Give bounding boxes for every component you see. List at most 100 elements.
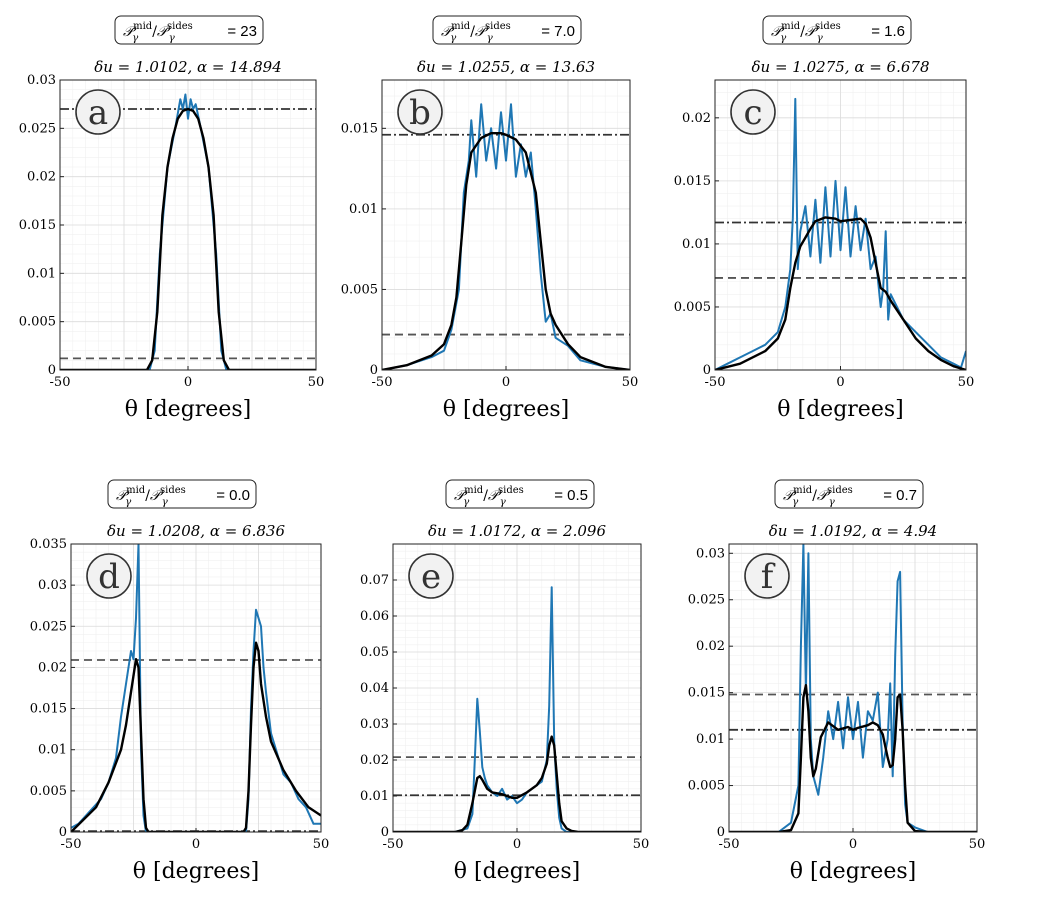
y-tick-label: 0.06 — [360, 609, 389, 624]
y-tick-label: 0.025 — [30, 619, 67, 634]
ratio-num-sub: γ — [463, 497, 469, 508]
x-axis-label: θ [degrees] — [777, 397, 903, 422]
ratio-value: = 23 — [227, 23, 257, 40]
series-line-raw — [729, 544, 977, 832]
ratio-num-sup: mid — [451, 21, 471, 32]
y-tick-label: 0.03 — [696, 546, 725, 561]
x-axis-label: θ [degrees] — [790, 859, 916, 884]
series-group — [71, 544, 321, 832]
panel-e: 00.010.020.030.040.050.060.07-50 0 50θ [de… — [360, 479, 650, 884]
ratio-box — [774, 479, 924, 509]
ratio-den-sup: sides — [815, 21, 841, 32]
panel-subtitle: δu = 1.0172, α = 2.096 — [428, 522, 606, 540]
series-line-raw — [393, 586, 641, 832]
ratio-den-sup: sides — [827, 485, 853, 496]
series-group — [382, 103, 630, 370]
x-tick-label: -50 — [372, 375, 393, 390]
ratio-slash: / — [152, 24, 157, 40]
series-line-smoothed — [71, 641, 321, 832]
y-tick-label: 0.02 — [682, 111, 711, 126]
y-tick-label: 0 — [370, 363, 378, 378]
y-tick-label: 0.015 — [30, 702, 67, 717]
ratio-num-sup: mid — [781, 21, 801, 32]
ratio-slash: / — [800, 24, 805, 40]
x-tick-label: 0 — [513, 837, 521, 852]
ratio-slash: / — [470, 24, 475, 40]
y-tick-label: 0.02 — [27, 170, 56, 185]
y-tick-label: 0 — [48, 363, 56, 378]
series-line-smoothed — [60, 107, 316, 370]
ratio-den-sub: γ — [162, 497, 168, 508]
series-group — [715, 97, 966, 370]
panel-letter: b — [409, 93, 431, 133]
ratio-num-sub: γ — [132, 33, 138, 44]
ratio-num-sub: γ — [780, 33, 786, 44]
ratio-box — [762, 15, 912, 45]
panel-subtitle: δu = 1.0208, α = 6.836 — [107, 522, 285, 540]
y-tick-label: 0.015 — [19, 218, 56, 233]
x-tick-label: 50 — [958, 375, 975, 390]
y-tick-label: 0 — [703, 363, 711, 378]
panel-badge — [75, 89, 121, 135]
y-tick-label: 0.005 — [30, 784, 67, 799]
ratio-box — [107, 479, 257, 509]
x-axis-label: θ [degrees] — [125, 397, 251, 422]
ratio-den-sup: sides — [167, 21, 193, 32]
y-tick-label: 0.02 — [696, 639, 725, 654]
y-tick-label: 0.015 — [341, 121, 378, 136]
x-tick-label: 0 — [184, 375, 192, 390]
x-tick-label: 50 — [622, 375, 639, 390]
panel-letter: d — [98, 557, 120, 597]
ratio-value: = 7.0 — [541, 23, 575, 40]
ratio-den-sup: sides — [498, 485, 524, 496]
x-axis-label: θ [degrees] — [454, 859, 580, 884]
y-tick-label: 0 — [59, 825, 67, 840]
y-tick-label: 0.03 — [38, 578, 67, 593]
x-tick-label: -50 — [719, 837, 740, 852]
x-tick-label: -50 — [50, 375, 71, 390]
y-tick-label: 0.005 — [688, 779, 725, 794]
ratio-value: = 0.0 — [216, 487, 250, 504]
panel-subtitle: δu = 1.0102, α = 14.894 — [94, 58, 282, 76]
y-tick-label: 0.03 — [360, 717, 389, 732]
x-tick-label: 50 — [308, 375, 325, 390]
ratio-num-sup: mid — [464, 485, 484, 496]
x-tick-label: -50 — [383, 837, 404, 852]
y-tick-label: 0.03 — [27, 73, 56, 88]
panel-badge — [408, 553, 454, 599]
panel-badge — [730, 89, 776, 135]
ratio-box — [445, 479, 595, 509]
panel-letter: f — [761, 557, 776, 597]
ratio-den-sub: γ — [500, 497, 506, 508]
x-tick-label: 50 — [969, 837, 986, 852]
ratio-num-sub: γ — [792, 497, 798, 508]
panel-subtitle: δu = 1.0192, α = 4.94 — [769, 522, 937, 540]
series-line-smoothed — [729, 684, 977, 832]
ratio-num-sup: mid — [126, 485, 146, 496]
ratio-slash: / — [145, 488, 150, 504]
ratio-box — [432, 15, 582, 45]
y-tick-label: 0.01 — [360, 789, 389, 804]
x-tick-label: 0 — [849, 837, 857, 852]
y-tick-label: 0.035 — [30, 537, 67, 552]
ratio-value: = 1.6 — [871, 23, 905, 40]
y-tick-label: 0.07 — [360, 573, 389, 588]
ratio-num-sup: mid — [793, 485, 813, 496]
ratio-den-sub: γ — [169, 33, 175, 44]
y-tick-label: 0.01 — [682, 237, 711, 252]
ratio-num-sub: γ — [450, 33, 456, 44]
y-tick-label: 0.01 — [696, 732, 725, 747]
y-tick-label: 0.01 — [349, 202, 378, 217]
panel-letter: c — [743, 93, 762, 133]
y-tick-label: 0.015 — [688, 686, 725, 701]
y-tick-label: 0.005 — [341, 282, 378, 297]
y-tick-label: 0.005 — [674, 300, 711, 315]
y-tick-label: 0.025 — [688, 593, 725, 608]
ratio-den-sub: γ — [487, 33, 493, 44]
x-tick-label: 50 — [633, 837, 650, 852]
series-line-smoothed — [393, 735, 641, 832]
